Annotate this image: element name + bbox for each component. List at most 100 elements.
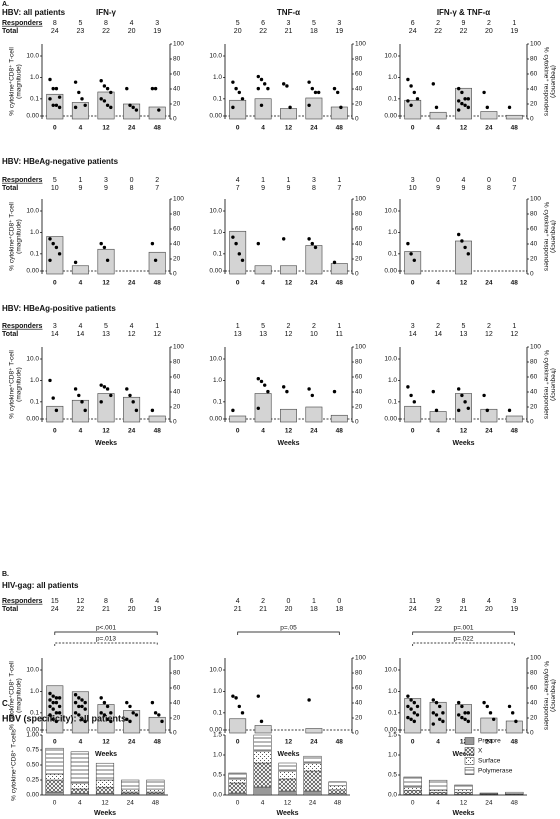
bar [229,718,247,734]
dot [54,408,59,413]
dot [131,400,135,404]
total-value: 12 [510,331,518,338]
dot [231,235,235,239]
dot [125,717,129,722]
bar [123,103,141,120]
responders-value: 11 [409,598,416,605]
y-tick-label: 1.0 [30,74,39,81]
bar-segment [253,750,272,764]
dot [234,696,238,700]
dot [153,711,158,715]
dot [409,103,413,108]
dot [51,396,55,400]
dot [48,258,52,263]
x-tick-label: 4 [79,280,83,287]
responders-value: 8 [53,20,57,27]
y2-tick-label: 40 [355,389,363,396]
responders-value: 3 [512,598,516,605]
y-tick-label: 0.00 [209,727,222,734]
responders-label: Responders [2,177,43,184]
y-tick-label: 0.1 [213,96,222,103]
row-title: HIV-gag: all patients [2,581,79,590]
y-tick-label: 0.00 [26,416,39,423]
dot [153,258,158,263]
dot [73,260,78,265]
bar-segment [454,784,473,791]
dot [412,711,416,715]
x-tick-label: 48 [336,125,344,132]
row-title: HBV: HBeAg-negative patients [2,157,119,166]
x-tick-label: 24 [128,428,136,435]
responders-value: 2 [155,177,159,184]
total-value: 8 [312,185,316,192]
total-value: 13 [460,331,468,338]
responders-value: 4 [236,598,240,605]
dot [460,90,464,95]
responders-value: 3 [411,323,415,330]
dot [507,704,512,709]
bar [97,393,115,423]
responders-value: 4 [487,598,491,605]
dot [431,711,435,715]
responders-value: 3 [312,177,316,184]
dot [463,400,467,404]
total-value: 8 [487,185,491,192]
bar [280,265,297,275]
dot [48,97,52,101]
y2-tick-label: 0 [173,116,177,123]
y-tick-label: 10.0 [209,53,222,60]
bar-segment [253,786,272,796]
responders-value: 5 [53,177,57,184]
y-tick-label: 0.00 [26,113,39,120]
y-tick-label: 1.0 [30,688,39,695]
bar-segment [278,778,297,792]
y2-tick-label: 80 [173,670,181,677]
x-tick-label: 12 [101,800,109,807]
legend-label: X [478,748,483,755]
dot [105,103,110,108]
dot [77,393,81,398]
x-tick-label: 12 [102,125,110,132]
y2-tick-label: 60 [355,71,363,78]
bar [505,720,523,734]
dot [57,696,62,700]
dot [73,105,78,110]
responders-value: 2 [312,323,316,330]
total-value: 9 [287,185,291,192]
x-tick-label: 4 [261,125,265,132]
y-tick-label: 1.0 [30,229,39,236]
dot [259,77,264,82]
bar-segment [328,789,347,795]
dot [237,704,241,709]
dot [466,105,470,110]
y-tick-label: 10.0 [384,356,397,363]
dot [263,383,267,387]
dot [237,252,241,256]
total-label: Total [2,28,18,35]
dot [307,698,311,702]
dot [109,90,113,95]
x-tick-label: 48 [154,125,162,132]
total-value: 20 [285,606,293,613]
y2-tick-label: 100 [355,655,366,662]
dot [406,715,410,720]
dot [99,97,103,101]
dot [157,713,161,717]
dot [282,237,286,241]
dot [131,105,135,110]
responders-value: 2 [436,323,440,330]
dot [48,691,52,696]
y2-tick-label: 60 [530,226,538,233]
responders-value: 9 [462,20,466,27]
y2-tick-label: 40 [530,241,538,248]
y-tick-label: 10.0 [26,356,39,363]
dot [128,704,132,709]
bar-segment [45,791,64,796]
dot [339,105,343,110]
total-value: 22 [434,28,442,35]
dot [431,722,435,726]
y-tick-label: 1.0 [213,688,222,695]
dot [460,239,464,243]
y-tick-label: 0.1 [213,710,222,717]
total-value: 10 [409,185,417,192]
